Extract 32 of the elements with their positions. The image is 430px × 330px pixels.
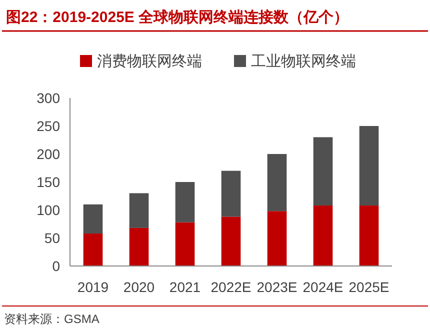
y-tick-label: 200 — [36, 146, 60, 162]
bar — [313, 137, 333, 206]
y-tick-label: 250 — [36, 118, 60, 134]
y-tick-label: 300 — [36, 90, 60, 106]
bar — [267, 211, 287, 266]
bar — [267, 154, 287, 212]
bar — [83, 204, 103, 234]
bar — [221, 216, 241, 266]
x-tick-label: 2022E — [210, 279, 252, 295]
legend-label: 消费物联网终端 — [97, 53, 202, 70]
x-tick-label: 2025E — [348, 279, 390, 295]
bar — [83, 234, 103, 266]
y-tick-label: 50 — [44, 230, 60, 246]
bar — [359, 206, 379, 266]
bar — [359, 126, 379, 206]
legend-label: 工业物联网终端 — [251, 53, 356, 70]
y-tick-label: 100 — [36, 202, 60, 218]
bar — [221, 170, 241, 217]
y-tick-label: 0 — [52, 258, 60, 274]
bar — [175, 222, 195, 266]
bar — [129, 193, 149, 228]
x-tick-label: 2024E — [302, 279, 344, 295]
x-tick-label: 2021 — [169, 279, 201, 295]
bar — [129, 228, 149, 266]
y-tick-label: 150 — [36, 174, 60, 190]
x-tick-label: 2020 — [123, 279, 155, 295]
x-tick-label: 2023E — [256, 279, 298, 295]
text: 资料来源：GSMA — [4, 312, 100, 326]
x-tick-label: 2019 — [77, 279, 109, 295]
bar — [175, 182, 195, 222]
chart-title: 图22：2019-2025E 全球物联网终端连接数（亿个） — [6, 9, 349, 26]
bar — [313, 206, 333, 266]
